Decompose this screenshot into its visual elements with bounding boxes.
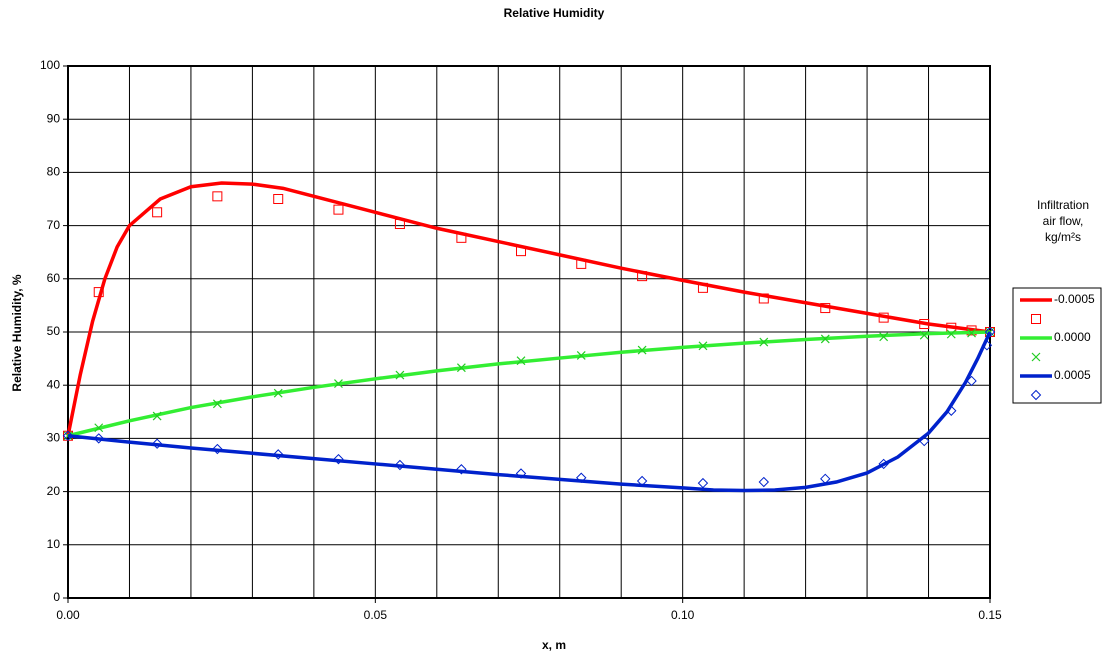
marker-diamond xyxy=(151,438,163,449)
x-axis-label: x, m xyxy=(542,638,566,652)
marker-diamond xyxy=(946,405,957,416)
marker-x xyxy=(395,370,405,380)
marker-diamond xyxy=(456,464,467,475)
legend-title: Infiltration xyxy=(1037,198,1089,212)
marker-square xyxy=(273,194,284,204)
y-tick-label: 0 xyxy=(53,590,60,604)
marker-diamond xyxy=(212,443,223,455)
x-tick-label: 0.00 xyxy=(56,608,80,622)
marker-square xyxy=(637,271,648,282)
marker-diamond xyxy=(394,459,406,471)
marker-diamond xyxy=(62,430,74,441)
marker-square xyxy=(212,191,223,202)
marker-square xyxy=(758,293,769,304)
marker-x xyxy=(456,363,466,373)
series-line xyxy=(67,331,992,493)
marker-x xyxy=(698,341,708,351)
marker-square xyxy=(919,319,930,330)
legend-title: kg/m²s xyxy=(1045,230,1081,244)
legend-label: 0.0000 xyxy=(1054,330,1091,344)
marker-diamond xyxy=(966,375,977,387)
marker-diamond xyxy=(919,435,930,447)
marker-diamond xyxy=(93,433,104,444)
marker-diamond xyxy=(576,472,587,483)
legend-box xyxy=(1012,287,1102,404)
marker-x xyxy=(919,330,929,340)
marker-diamond xyxy=(758,476,770,488)
marker-diamond xyxy=(697,477,709,489)
x-tick-label: 0.05 xyxy=(364,608,388,622)
marker-x xyxy=(759,337,769,347)
marker-diamond xyxy=(333,453,344,465)
x-tick-label: 0.10 xyxy=(671,608,695,622)
y-tick-label: 10 xyxy=(47,537,61,551)
marker-x xyxy=(820,334,830,344)
marker-diamond xyxy=(273,449,284,460)
marker-square xyxy=(576,258,587,269)
marker-square xyxy=(394,219,405,230)
marker-square xyxy=(333,204,344,215)
marker-x xyxy=(576,350,586,360)
marker-x xyxy=(94,423,104,433)
legend-title: air flow, xyxy=(1043,214,1084,228)
marker-diamond xyxy=(515,468,527,479)
marker-x xyxy=(152,411,162,421)
marker-diamond xyxy=(636,475,648,487)
y-tick-label: 90 xyxy=(47,111,61,125)
marker-x xyxy=(879,332,889,342)
marker-square xyxy=(516,246,527,257)
marker-x xyxy=(946,329,956,339)
x-tick-label: 0.15 xyxy=(978,608,1002,622)
marker-square xyxy=(966,325,977,336)
marker-square xyxy=(93,287,104,298)
marker-diamond xyxy=(878,458,889,470)
marker-square xyxy=(878,312,889,323)
y-tick-label: 20 xyxy=(47,484,61,498)
marker-square xyxy=(820,303,831,314)
legend-marker xyxy=(1030,389,1042,401)
marker-diamond xyxy=(820,473,831,485)
legend-label: -0.0005 xyxy=(1054,292,1095,306)
y-tick-label: 100 xyxy=(40,58,60,72)
marker-x xyxy=(212,399,222,409)
y-axis-label: Relative Humidity, % xyxy=(10,274,24,391)
y-tick-label: 40 xyxy=(47,377,61,391)
y-tick-label: 80 xyxy=(47,165,61,179)
marker-x xyxy=(273,388,283,398)
y-tick-label: 70 xyxy=(47,218,61,232)
marker-diamond xyxy=(981,340,993,351)
marker-x xyxy=(967,328,976,338)
y-tick-label: 60 xyxy=(47,271,61,285)
marker-square xyxy=(697,282,708,293)
y-tick-label: 30 xyxy=(47,431,61,445)
chart-title: Relative Humidity xyxy=(504,6,605,20)
series-line xyxy=(67,330,991,438)
marker-square xyxy=(456,232,467,243)
marker-x xyxy=(516,356,526,366)
legend-marker xyxy=(1031,352,1041,362)
marker-diamond xyxy=(984,326,996,338)
marker-x xyxy=(334,379,343,389)
series-line xyxy=(66,181,991,437)
legend-marker xyxy=(1031,314,1041,324)
legend-label: 0.0005 xyxy=(1054,368,1091,382)
marker-square xyxy=(152,207,163,218)
y-tick-label: 50 xyxy=(47,324,61,338)
marker-x xyxy=(637,345,647,355)
